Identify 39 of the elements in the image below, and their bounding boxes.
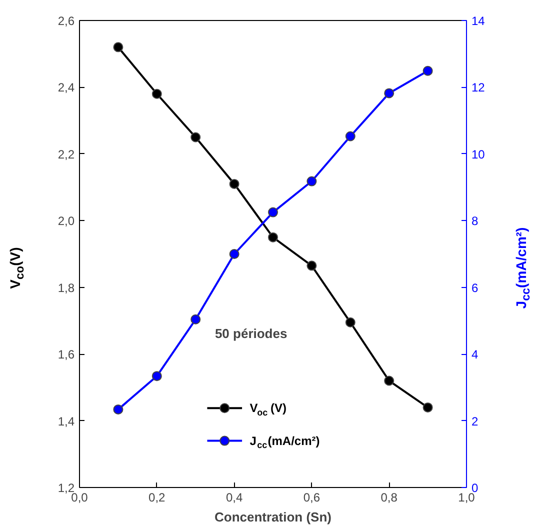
point [229,249,240,259]
y2-tick-label: 8 [472,214,478,228]
y-tick-label: 1,6 [58,348,75,362]
y-tick-label: 2,6 [58,14,75,28]
point [345,131,356,142]
x-axis-title: Concentration (Sn) [214,510,332,524]
x-tick-label: 0,4 [226,490,243,504]
point [384,88,394,98]
y2-tick-label: 10 [472,147,486,162]
annotation: 50 périodes [214,326,288,341]
point [268,232,278,242]
y2-tick-label: 2 [472,414,478,428]
point [113,42,124,52]
point [422,402,433,412]
x-tick-label: 0,6 [303,490,320,504]
point [422,66,433,76]
y-tick-label: 1,4 [58,414,75,428]
point [229,178,240,189]
y2-tick-label: 14 [472,14,486,28]
x-tick-label: 0,0 [71,490,88,504]
point [113,404,124,414]
y2-tick-label: 12 [472,80,486,95]
point [345,317,356,328]
point [384,376,394,386]
y-tick-label: 2,2 [58,147,75,162]
point [190,314,201,324]
y2-tick-label: 4 [472,348,478,362]
point [190,132,201,142]
y-tick-label: 2,0 [58,214,75,228]
y-tick-label: 2,4 [58,80,75,95]
x-tick-label: 0,8 [380,490,398,504]
x-tick-label: 0,2 [148,490,166,504]
y2-tick-label: 6 [472,280,478,295]
point [152,371,162,382]
point [268,207,278,218]
point [152,88,162,99]
y-tick-label: 1,8 [58,280,75,295]
point [306,176,317,186]
point [306,260,317,271]
